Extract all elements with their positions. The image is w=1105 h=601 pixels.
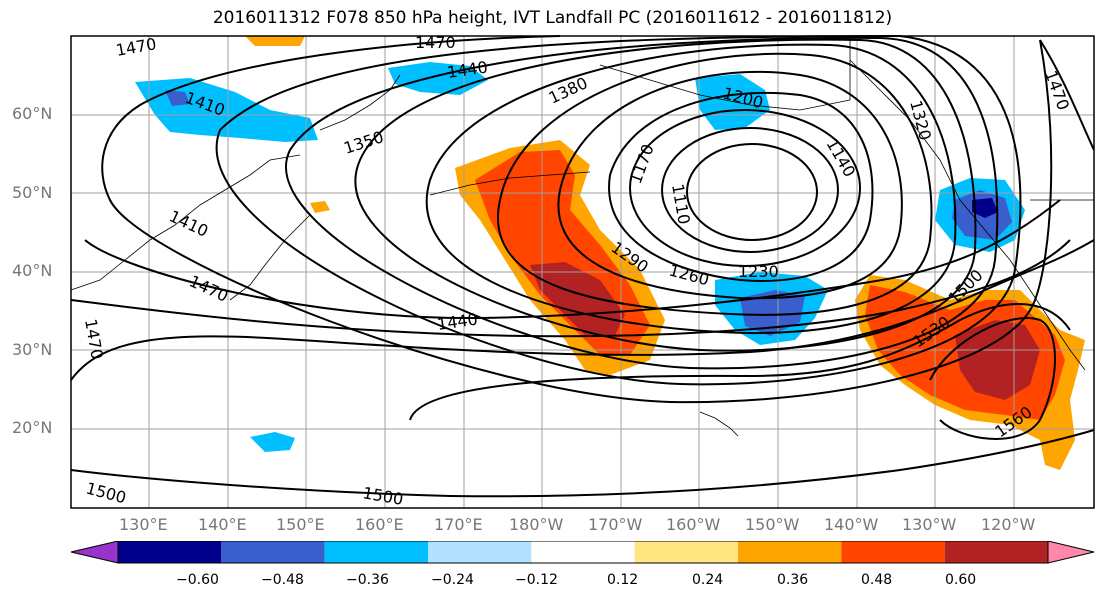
positive-anomaly-small <box>310 201 330 213</box>
negative-anomaly-southwest <box>250 432 295 452</box>
negative-anomaly-bc-core <box>972 198 998 218</box>
coastlines <box>70 36 1094 437</box>
positive-anomaly-top <box>245 36 305 46</box>
lat-label: 40°N <box>12 261 53 280</box>
map-frame <box>70 35 1095 509</box>
colorbar-tick: 0.12 <box>607 572 639 588</box>
contour-1260 <box>497 52 933 316</box>
lon-label: 160°E <box>355 515 404 534</box>
contour-1500-south <box>70 429 1095 498</box>
map-title: 2016011312 F078 850 hPa height, IVT Land… <box>212 8 893 28</box>
colorbar-extend-low <box>70 541 119 564</box>
colorbar-tick: −0.12 <box>515 572 558 588</box>
graticule <box>71 36 1094 508</box>
colorbar-tick: 0.48 <box>861 572 893 588</box>
colorbar-segment <box>324 541 428 563</box>
colorbar-extend-high <box>1047 541 1095 564</box>
colorbar-segment <box>634 541 738 563</box>
height-contours <box>70 35 1095 498</box>
contour-1470 <box>70 39 1095 338</box>
positive-anomaly-east-core <box>955 320 1040 400</box>
contour-1530 <box>409 303 1071 421</box>
contour-1170 <box>629 109 861 267</box>
contour-1500 <box>70 239 1095 381</box>
colorbar-segment <box>738 541 842 563</box>
contour-1200 <box>608 91 874 282</box>
colorbar-segment <box>531 541 635 563</box>
colorbar-segment <box>221 541 325 563</box>
lat-label: 30°N <box>12 340 53 359</box>
lon-label: 150°W <box>745 515 800 534</box>
north-america-coast <box>849 59 1086 371</box>
negative-anomaly-alaska <box>695 74 770 130</box>
colorbar-segment <box>841 541 945 563</box>
colorbar-tick: 0.60 <box>945 572 977 588</box>
colorbar-segment <box>118 541 222 563</box>
contour-1440 <box>84 199 1061 320</box>
colorbar-tick: −0.48 <box>261 572 304 588</box>
lon-label: 140°W <box>824 515 879 534</box>
contour-1230 <box>557 71 903 300</box>
colorbar-segment <box>944 541 1048 563</box>
lon-label: 120°W <box>981 515 1036 534</box>
colorbar-segment <box>428 541 532 563</box>
contour-1290 <box>425 43 957 335</box>
lon-label: 150°E <box>276 515 325 534</box>
lat-label: 20°N <box>12 418 53 437</box>
kamchatka-coast <box>319 74 401 131</box>
negative-anomaly-asia-core <box>165 90 190 106</box>
contour-label: 1470 <box>415 33 456 52</box>
colorbar-segments <box>70 541 1095 564</box>
contour-1560 <box>929 317 1056 440</box>
negative-anomaly-midpacific-core <box>740 290 805 336</box>
colorbar-tick: −0.60 <box>176 572 219 588</box>
lon-label: 180°W <box>509 515 564 534</box>
lat-label: 50°N <box>12 183 53 202</box>
colorbar-tick: −0.24 <box>431 572 474 588</box>
lat-label: 60°N <box>12 104 53 123</box>
lon-label: 130°E <box>119 515 168 534</box>
colorbar-tick: −0.36 <box>346 572 389 588</box>
colorbar-tick: 0.24 <box>692 572 724 588</box>
colorbar-tick: 0.36 <box>777 572 809 588</box>
lon-label: 170°E <box>434 515 483 534</box>
lon-label: 160°W <box>666 515 721 534</box>
asia-coast <box>70 154 301 291</box>
hawaii <box>699 411 739 437</box>
contour-1140 <box>661 127 839 253</box>
lon-label: 130°W <box>902 515 957 534</box>
lon-label: 170°W <box>588 515 643 534</box>
alaska-coast <box>599 64 851 111</box>
colorbar <box>70 541 1095 564</box>
contour-1320 <box>354 38 977 352</box>
contour-1110 <box>686 143 818 241</box>
contour-1380 <box>215 35 1022 386</box>
aleutians <box>429 171 591 196</box>
lon-label: 140°E <box>198 515 247 534</box>
contour-label: 1230 <box>738 262 779 281</box>
